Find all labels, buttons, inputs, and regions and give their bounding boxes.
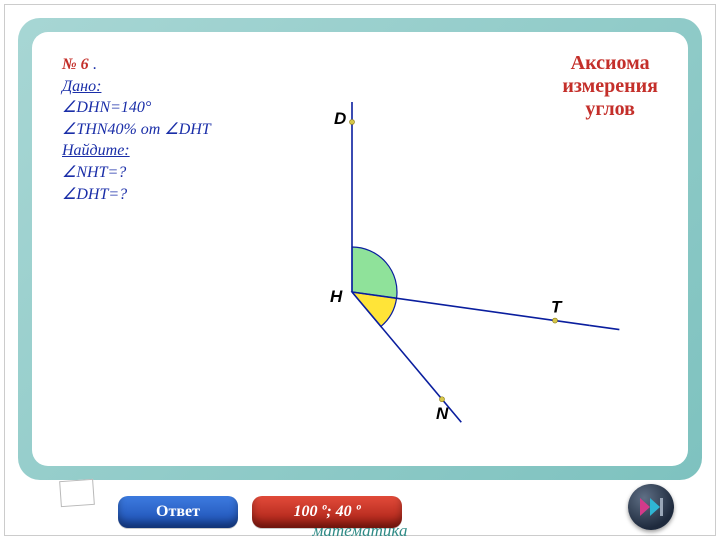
given-line-1: ∠DHN=140° [62, 99, 151, 116]
answer-button-label: Ответ [156, 503, 200, 521]
angle-diagram: H D T N [242, 72, 622, 432]
svg-text:N: N [436, 404, 449, 423]
footer-subject: математика [0, 521, 720, 541]
find-line-2: ∠DHT=? [62, 186, 127, 203]
content-card: Аксиома измерения углов № 6 . Дано: ∠DHN… [32, 32, 688, 466]
bottom-bar: Ответ 100 º; 40 º математика [0, 480, 720, 540]
given-line-2: ∠THN40% от ∠DHT [62, 121, 211, 138]
problem-number: № 6 [62, 56, 89, 73]
problem-statement: № 6 . Дано: ∠DHN=140° ∠THN40% от ∠DHT На… [62, 54, 211, 205]
svg-text:D: D [334, 109, 346, 128]
answer-values-label: 100 º; 40 º [294, 503, 361, 521]
placeholder-box [59, 479, 95, 507]
svg-text:T: T [551, 298, 563, 317]
next-icon [636, 492, 666, 522]
teal-panel: Аксиома измерения углов № 6 . Дано: ∠DHN… [18, 18, 702, 480]
find-label: Найдите: [62, 142, 130, 159]
given-label: Дано: [62, 78, 101, 95]
find-line-1: ∠NHT=? [62, 164, 126, 181]
svg-text:H: H [330, 287, 343, 306]
